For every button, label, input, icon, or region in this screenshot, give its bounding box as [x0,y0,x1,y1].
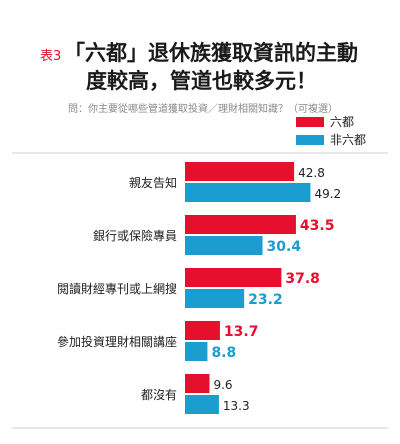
bar-non-liudu [185,236,263,255]
value-label: 23.2 [248,292,283,308]
bar-liudu [185,374,210,393]
bar-non-liudu [185,183,311,202]
category-label: 閱讀財經專刊或上網搜 [57,281,177,296]
value-label: 42.8 [298,166,325,180]
category-label: 都沒有 [141,388,177,402]
value-label: 49.2 [314,187,341,201]
category-label: 親友告知 [129,176,177,190]
value-label: 37.8 [285,271,320,287]
bar-liudu [185,162,295,181]
bar-liudu [185,321,220,340]
table-number-label: 表3 [40,49,61,64]
value-label: 13.3 [223,399,250,413]
bar-liudu [185,215,296,234]
chart-title-line2: 度較高，管道也較多元！ [86,69,317,93]
value-label: 13.7 [224,324,259,340]
legend-label-liudu: 六都 [330,115,354,129]
chart-title-line1: 「六都」退休族獲取資訊的主動 [64,41,358,65]
legend-label-non-liudu: 非六都 [330,133,366,147]
value-label: 43.5 [300,218,335,234]
plot-area: 親友告知 42.8 49.2 銀行或保險專員 43.5 30.4 閱讀財經專刊或上網搜 37.… [57,162,341,414]
bar-non-liudu [185,395,219,414]
value-label: 8.8 [211,345,236,361]
category-label: 銀行或保險專員 [93,228,177,243]
bar-liudu [185,268,282,287]
bar-non-liudu [185,342,208,361]
legend: 六都 非六都 [296,115,366,147]
legend-swatch-non-liudu [296,135,324,145]
legend-swatch-liudu [296,117,324,127]
bar-non-liudu [185,289,245,308]
value-label: 30.4 [267,239,302,255]
category-label: 參加投資理財相關講座 [57,334,177,349]
value-label: 9.6 [213,378,232,392]
chart-subtitle: 問：你主要從哪些管道獲取投資／理財相關知識？（可複選） [68,102,338,115]
